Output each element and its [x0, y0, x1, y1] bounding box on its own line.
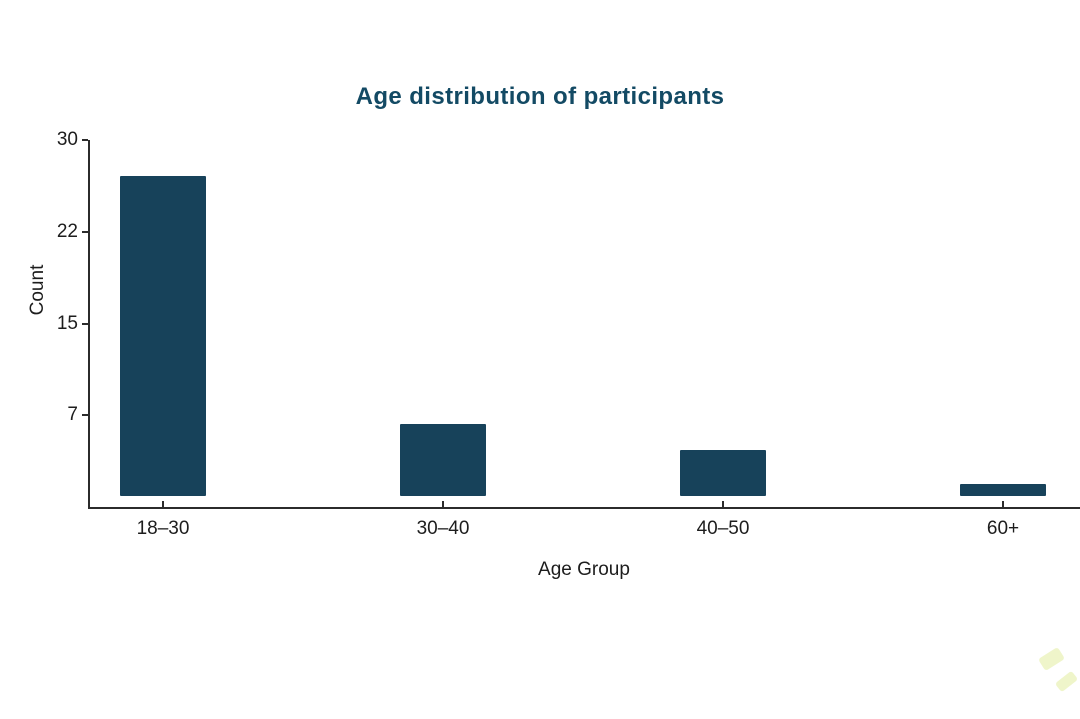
y-axis-tick — [82, 322, 88, 325]
y-axis-line — [88, 140, 90, 509]
x-axis-tick — [1002, 501, 1004, 507]
x-axis-tick-label: 18–30 — [136, 518, 190, 539]
x-axis-tick-label: 30–40 — [416, 518, 470, 539]
watermark-mark — [1054, 670, 1079, 693]
y-axis-tick-label: 7 — [67, 404, 78, 426]
x-axis-tick-label: 40–50 — [696, 518, 750, 539]
watermark-mark — [1038, 646, 1065, 672]
chart-title: Age distribution of participants — [355, 83, 725, 110]
y-axis-tick — [82, 414, 88, 417]
bar-40-50 — [680, 449, 766, 496]
x-axis-tick — [442, 501, 444, 507]
y-axis-tick — [82, 139, 88, 141]
x-axis-tick-label: 60+ — [986, 518, 1020, 539]
y-axis-tick-label: 22 — [56, 220, 78, 242]
bar-18-30 — [120, 175, 206, 496]
bar-30-40 — [400, 423, 486, 496]
y-axis-tick — [82, 230, 88, 233]
y-axis-tick-label: 30 — [56, 129, 78, 150]
y-axis-tick-label: 15 — [56, 312, 78, 334]
x-axis-line — [88, 507, 1080, 509]
plot-area: 7 15 22 30 18–30 30–40 40–50 60+ — [57, 130, 1080, 538]
bar-60+ — [960, 483, 1046, 496]
x-axis-title: Age Group — [538, 559, 630, 580]
y-axis-title: Count — [27, 264, 48, 316]
x-axis-tick — [162, 501, 164, 507]
x-axis-tick — [722, 501, 724, 507]
